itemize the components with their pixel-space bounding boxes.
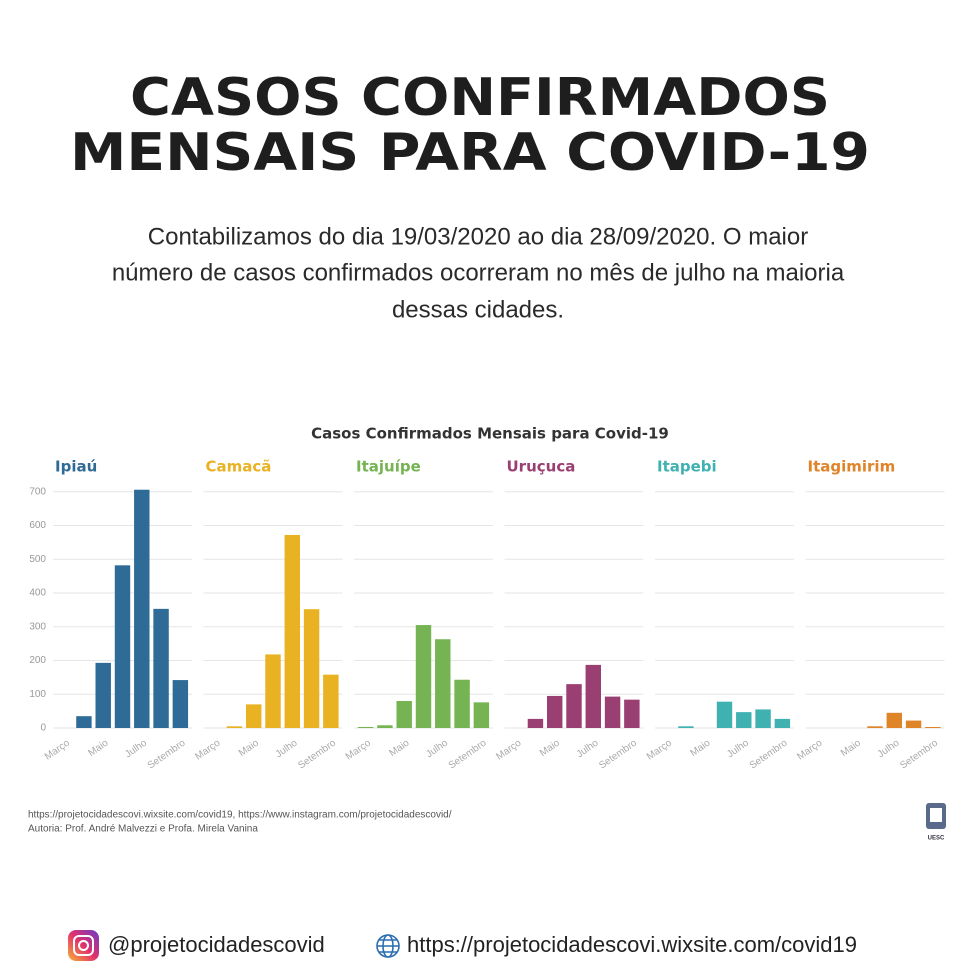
x-tick-label: Março [193, 737, 222, 762]
bar [454, 679, 470, 728]
y-tick-label: 600 [29, 520, 46, 531]
bar [357, 726, 374, 728]
x-tick-label: Julho [123, 737, 149, 760]
website: https://projetocidadescovi.wixsite.com/c… [407, 932, 857, 957]
bar [678, 726, 694, 728]
bar [134, 489, 150, 728]
globe-icon [376, 934, 400, 958]
panel-title: Uruçuca [507, 458, 576, 476]
x-tick-label: Março [645, 737, 674, 762]
chart-title: Casos Confirmados Mensais para Covid-19 [311, 425, 669, 443]
x-tick-label: Maio [538, 737, 562, 759]
bar [396, 701, 412, 728]
y-tick-label: 500 [29, 554, 46, 565]
logo: UESC [926, 803, 946, 842]
bar [76, 716, 92, 728]
bar [716, 701, 733, 728]
x-tick-label: Julho [424, 737, 450, 760]
panel-title: Ipiaú [55, 458, 97, 476]
bar [246, 704, 262, 728]
bar [566, 684, 582, 728]
x-tick-label: Maio [839, 737, 863, 759]
y-tick-label: 200 [29, 655, 46, 666]
x-tick-label: Março [494, 737, 523, 762]
panel-title: Camacã [206, 458, 272, 476]
panel-title: Itagimirim [808, 458, 896, 476]
bar [114, 565, 131, 728]
x-tick-label: Setembro [748, 737, 790, 771]
bar [172, 680, 189, 728]
x-tick-label: Julho [575, 737, 601, 760]
y-tick-label: 700 [29, 486, 46, 497]
bar [527, 718, 544, 728]
y-tick-label: 400 [29, 588, 46, 599]
bar [95, 662, 111, 728]
bar [886, 712, 902, 728]
paragraph-line: número de casos confirmados ocorreram no… [112, 259, 845, 286]
bar [377, 725, 393, 728]
x-tick-label: Maio [688, 737, 712, 759]
bar [736, 712, 752, 728]
bar [415, 625, 432, 728]
x-tick-label: Setembro [597, 737, 639, 771]
instagram-icon [68, 930, 99, 961]
bar [604, 696, 621, 728]
source: Autoria: Prof. André Malvezzi e Profa. M… [28, 824, 258, 835]
logo-text: UESC [928, 836, 945, 842]
bar [624, 699, 640, 728]
bar [905, 720, 922, 728]
bar [303, 609, 320, 728]
x-tick-label: Março [795, 737, 824, 762]
bar [547, 695, 563, 728]
y-tick-label: 100 [29, 689, 46, 700]
panel-title: Itajuípe [356, 458, 421, 476]
y-tick-label: 300 [29, 621, 46, 632]
x-tick-label: Maio [86, 737, 110, 759]
x-tick-label: Setembro [146, 737, 188, 771]
paragraph-line: dessas cidades. [392, 296, 564, 323]
bar [867, 726, 883, 728]
x-tick-label: Maio [237, 737, 261, 759]
x-tick-label: Setembro [898, 737, 940, 771]
bar [323, 674, 339, 728]
headline: MENSAIS PARA COVID-19 [70, 123, 870, 183]
x-tick-label: Setembro [296, 737, 338, 771]
bar [774, 718, 791, 728]
x-tick-label: Julho [274, 737, 300, 760]
instagram-handle: @projetocidadescovid [108, 932, 325, 957]
x-tick-label: Julho [876, 737, 902, 760]
bar [265, 654, 281, 728]
bar [435, 639, 451, 728]
bar [284, 534, 300, 728]
x-tick-label: Julho [725, 737, 751, 760]
x-tick-label: Março [344, 737, 373, 762]
bar [226, 726, 243, 728]
bar [473, 702, 490, 728]
headline: CASOS CONFIRMADOS [130, 68, 830, 128]
paragraph-line: Contabilizamos do dia 19/03/2020 ao dia … [148, 223, 808, 250]
x-tick-label: Março [43, 737, 72, 762]
x-tick-label: Setembro [447, 737, 489, 771]
x-tick-label: Maio [387, 737, 411, 759]
bar [585, 664, 601, 728]
bar [925, 726, 941, 728]
y-tick-label: 0 [40, 723, 46, 734]
source: https://projetocidadescovi.wixsite.com/c… [28, 810, 452, 821]
panel-title: Itapebi [657, 458, 717, 476]
bar [153, 608, 169, 728]
bar [755, 709, 771, 728]
